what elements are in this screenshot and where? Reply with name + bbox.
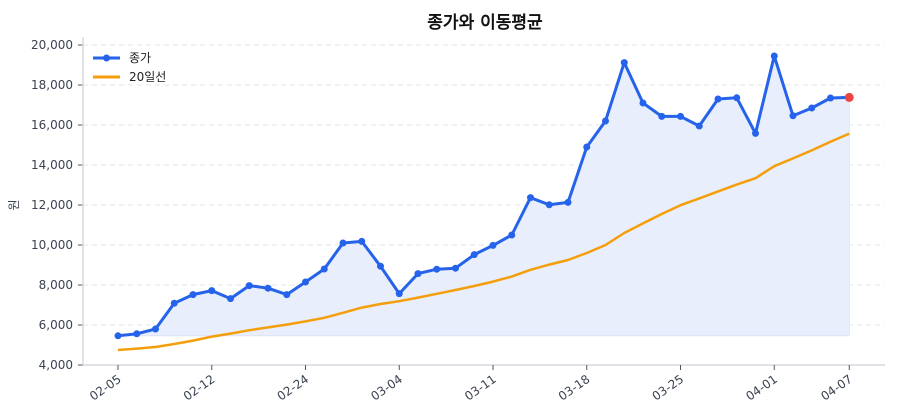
legend-close-marker xyxy=(103,54,110,62)
y-axis-label: 원 xyxy=(7,199,21,210)
close-point xyxy=(508,231,516,239)
ma20-line xyxy=(117,132,850,352)
close-point xyxy=(283,291,291,299)
x-tick-label: 04-01 xyxy=(743,372,780,403)
close-point xyxy=(264,284,272,292)
close-point xyxy=(564,198,572,206)
x-tick-label: 02-05 xyxy=(87,372,124,403)
close-point xyxy=(583,143,591,151)
legend-close-label: 종가 xyxy=(129,51,151,65)
y-tick-label: 8,000 xyxy=(39,278,73,292)
x-tick-label: 03-11 xyxy=(462,372,499,403)
x-tick-label: 02-24 xyxy=(275,372,312,403)
y-tick-label: 18,000 xyxy=(31,78,73,92)
y-tick-label: 16,000 xyxy=(31,118,73,132)
x-tick-label: 03-04 xyxy=(368,372,405,403)
close-point xyxy=(245,282,253,290)
legend-ma20-label: 20일선 xyxy=(129,70,166,84)
close-point xyxy=(433,265,441,273)
close-point xyxy=(152,325,159,333)
y-axis: 4,000 6,000 8,000 10,000 12,000 14,000 16,000 1… xyxy=(31,37,84,372)
close-point xyxy=(358,237,366,245)
close-point xyxy=(527,194,534,202)
plot-area xyxy=(114,52,854,352)
close-point xyxy=(770,52,778,60)
close-point xyxy=(545,201,553,209)
close-point xyxy=(808,104,816,112)
chart-title: 종가와 이동평균 xyxy=(427,13,543,33)
x-axis: 02-05 02-12 02-24 03-04 03-11 03-18 03-25 04-01… xyxy=(83,364,885,403)
close-point xyxy=(189,291,197,299)
close-point xyxy=(452,264,459,272)
close-point xyxy=(658,112,666,120)
close-point xyxy=(320,265,328,273)
close-point xyxy=(602,117,609,125)
y-tick-label: 12,000 xyxy=(31,198,73,212)
close-point xyxy=(227,295,234,303)
close-last-point xyxy=(844,92,854,102)
close-point xyxy=(827,94,834,102)
x-tick-label: 04-07 xyxy=(818,372,855,403)
close-point xyxy=(133,330,141,338)
close-point xyxy=(489,241,497,249)
close-line xyxy=(117,54,850,338)
legend: 종가 20일선 xyxy=(93,51,166,84)
close-point xyxy=(302,278,309,286)
close-point xyxy=(470,251,478,259)
close-point xyxy=(377,262,384,270)
close-point xyxy=(789,112,797,120)
close-point xyxy=(170,299,178,307)
close-point xyxy=(695,122,703,130)
y-tick-label: 10,000 xyxy=(31,238,73,252)
y-tick-label: 4,000 xyxy=(39,358,73,372)
close-point xyxy=(714,95,722,103)
y-tick-label: 14,000 xyxy=(31,158,73,172)
close-point xyxy=(620,59,628,67)
close-point xyxy=(733,94,741,102)
close-point xyxy=(752,129,759,137)
y-tick-label: 6,000 xyxy=(39,318,73,332)
close-point xyxy=(395,290,403,298)
close-point xyxy=(414,270,422,278)
close-point xyxy=(677,112,684,120)
close-point xyxy=(114,332,122,340)
close-point xyxy=(208,287,216,295)
x-tick-label: 03-25 xyxy=(650,372,687,403)
x-tick-label: 03-18 xyxy=(556,372,593,403)
close-point xyxy=(339,239,347,247)
y-tick-label: 20,000 xyxy=(31,38,73,52)
close-point xyxy=(639,99,647,107)
x-tick-label: 02-12 xyxy=(181,372,218,403)
